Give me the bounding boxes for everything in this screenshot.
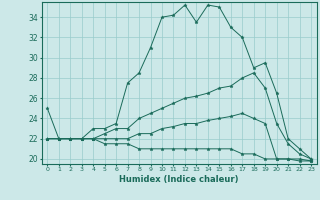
X-axis label: Humidex (Indice chaleur): Humidex (Indice chaleur) [119, 175, 239, 184]
